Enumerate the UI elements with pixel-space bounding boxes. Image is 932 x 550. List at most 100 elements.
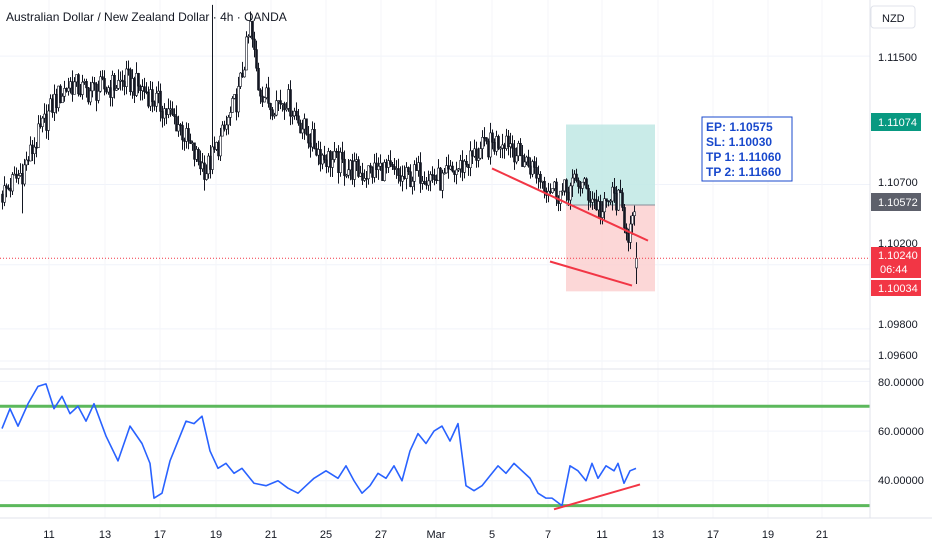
candle-down [253,38,256,50]
candle-down [431,174,434,176]
candle-down [433,175,436,180]
candle-up [47,110,50,131]
candle-up [301,128,304,134]
time-axis-label: 11 [43,529,54,541]
candle-down [223,124,226,130]
price-axis-label: 1.10700 [878,177,918,189]
candle-up [97,90,100,101]
candle-down [235,94,238,113]
candle-up [633,211,636,216]
candle-up [353,160,356,180]
candle-up [477,157,480,161]
time-axis-label: 21 [816,529,828,541]
candle-down [137,73,140,87]
candle-up [441,172,444,191]
candle-up [83,81,86,83]
candle-down [323,154,326,161]
candle-down [423,180,426,184]
candle-down [419,162,422,184]
note-tp1: TP 1: 1.11060 [706,150,781,164]
candle-down [527,156,530,167]
candle-down [279,100,282,105]
candle-down [113,74,116,91]
price-axis-label: 1.11500 [878,52,917,64]
candle-down [143,86,146,92]
candle-up [569,185,572,201]
currency-badge[interactable] [870,5,916,29]
candle-down [59,85,62,104]
note-entry: EP: 1.10575 [706,120,773,134]
triangle-upper-line[interactable] [491,167,649,242]
candle-down [187,128,190,141]
candle-up [73,81,76,95]
rsi-divergence-line[interactable] [553,483,641,511]
candle-down [133,78,136,96]
candle-up [523,161,526,167]
rsi-axis[interactable]: 80.00000 60.00000 40.00000 [878,377,924,487]
triangle-pattern[interactable] [491,167,649,287]
candle-down [621,192,624,208]
candle-down [475,148,478,161]
candle-down [161,111,164,119]
candle-up [339,151,342,173]
candle-down [93,82,96,85]
take-profit-value: 1.11074 [878,117,917,129]
time-axis-label: 19 [210,529,222,541]
candle-up [609,200,612,203]
candle-up [201,162,204,170]
candle-up [229,112,232,118]
candle-up [231,98,234,113]
candle-down [213,146,216,150]
trade-note[interactable]: EP: 1.10575 SL: 1.10030 TP 1: 1.11060 TP… [701,116,793,182]
candle-up [81,81,84,95]
current-price-tag: 1.10240 06:44 [871,247,921,278]
rsi-line [1,383,637,507]
symbol-title[interactable]: Australian Dollar / New Zealand Dollar ·… [6,10,287,24]
triangle-lower-line[interactable] [549,260,633,287]
candle-down [391,164,394,167]
candle-up [99,76,102,92]
time-axis-label: 25 [320,529,332,541]
candle-down [283,103,286,111]
candle-down [255,49,258,69]
candle-up [3,185,6,203]
loss-zone[interactable] [566,205,655,292]
candle-up [163,108,166,119]
position-tool[interactable] [566,124,655,292]
candle-up [345,174,348,177]
candle-down [297,115,300,124]
candle-up [157,90,160,94]
time-axis-label: 13 [652,529,664,541]
candle-up [135,73,138,96]
candle-down [85,81,88,89]
candle-up [561,190,564,193]
candle-down [343,158,346,176]
candle-up [117,80,120,89]
candle-down [313,129,316,149]
candle-up [559,190,562,204]
candle-down [71,81,74,95]
note-tp2: TP 2: 1.11660 [706,165,781,179]
time-axis-label: 13 [99,529,111,541]
candle-down [369,165,372,168]
candle-up [479,148,482,159]
candle-up [91,82,94,92]
candle-up [333,150,336,160]
profit-zone[interactable] [566,124,655,206]
candle-down [241,72,244,78]
candle-down [305,118,308,135]
candle-down [599,201,602,218]
time-axis[interactable]: 11 13 17 19 21 25 27 Mar 5 7 11 13 17 19 21 [43,529,828,541]
candle-up [37,123,40,148]
time-axis-label: 7 [545,529,551,541]
candle-down [497,136,500,149]
candle-down [389,160,392,165]
candle-down [565,179,568,193]
candle-down [259,89,262,97]
candle-down [271,109,274,117]
take-profit-tag: 1.11074 [871,113,921,131]
candle-up [131,78,134,93]
candle-up [25,159,28,166]
candle-up [377,165,380,170]
